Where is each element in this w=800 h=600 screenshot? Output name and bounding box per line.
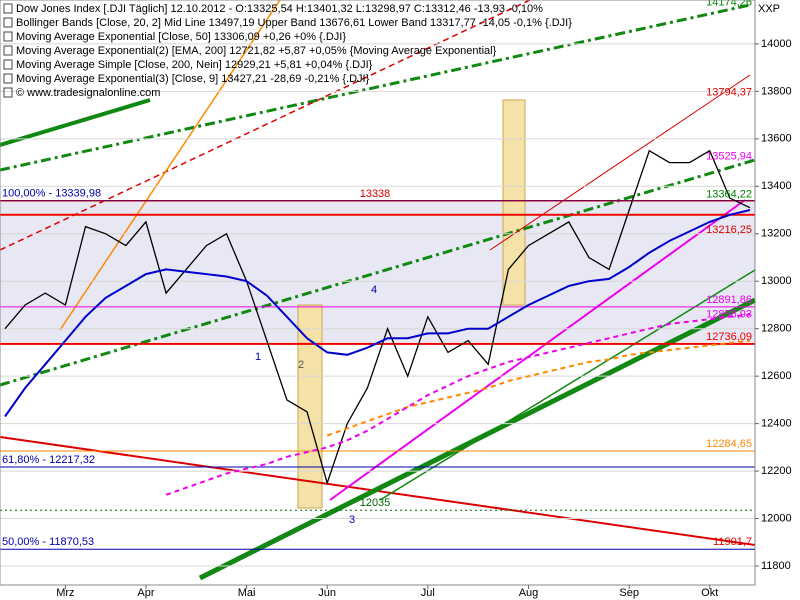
y-tick-label: 12800 xyxy=(761,323,792,335)
trend-line xyxy=(379,269,756,501)
price-label: 13364,22 xyxy=(706,189,752,201)
x-tick-label: Jul xyxy=(421,587,435,599)
header-line: © www.tradesignalonline.com xyxy=(16,87,160,99)
y-tick-label: 13200 xyxy=(761,228,792,240)
wave-label: 2 xyxy=(298,359,304,371)
header-icon xyxy=(3,87,13,98)
price-label: 11901,7 xyxy=(713,536,752,548)
price-label: 12858,93 xyxy=(706,309,752,321)
header-line: Dow Jones Index [.DJI Täglich] 12.10.201… xyxy=(16,3,543,15)
price-label: 13216,25 xyxy=(706,224,752,236)
y-tick-label: 13400 xyxy=(761,180,792,192)
price-label: 14174,26 xyxy=(706,0,752,8)
y-tick-label: 12600 xyxy=(761,370,792,382)
series-line xyxy=(165,313,751,496)
x-tick-label: Sep xyxy=(619,587,639,599)
trend-line xyxy=(329,199,746,501)
y-tick-label: 13600 xyxy=(761,133,792,145)
level-label: 13338 xyxy=(360,188,391,200)
price-label: 13794,37 xyxy=(706,87,752,99)
plot: 100,00% - 13339,98 13338 12891,86 12736,09 1… xyxy=(0,0,755,567)
x-tick-label: Mrz xyxy=(56,587,74,599)
corner-label: XXP xyxy=(758,3,780,15)
level-label: 12035 xyxy=(360,497,391,509)
y-tick-label: 12400 xyxy=(761,418,792,430)
plot-border xyxy=(0,0,756,586)
header-icon xyxy=(3,45,13,56)
y-tick-label: 13000 xyxy=(761,275,792,287)
series-line xyxy=(4,209,751,418)
trend-line xyxy=(489,74,751,251)
x-tick-label: Apr xyxy=(137,587,154,599)
header-line: Moving Average Exponential(2) [EMA, 200]… xyxy=(16,45,497,57)
level-label: 61,80% - 12217,32 xyxy=(2,454,95,466)
y-tick-label: 12200 xyxy=(761,465,792,477)
y-tick-label: 13800 xyxy=(761,85,792,97)
trend-line xyxy=(198,297,757,581)
header-icon xyxy=(3,73,13,84)
header-line: Moving Average Exponential [Close, 50] 1… xyxy=(16,31,346,43)
x-tick-label: Aug xyxy=(519,587,539,599)
x-tick-label: Mai xyxy=(238,587,256,599)
level-label: 12736,09 xyxy=(706,331,752,343)
header-line: Moving Average Exponential(3) [Close, 9]… xyxy=(16,73,370,85)
y-tick-label: 12000 xyxy=(761,512,792,524)
x-tick-label: Okt xyxy=(701,587,718,599)
highlight xyxy=(502,99,526,306)
header-icon xyxy=(3,17,13,28)
trend-lines xyxy=(0,0,757,581)
y-tick-label: 14000 xyxy=(761,38,792,50)
level-label: 12284,65 xyxy=(706,438,752,450)
wave-label: 1 xyxy=(255,351,261,363)
wave-label: 3 xyxy=(349,514,355,526)
header-line: Bollinger Bands [Close, 20, 2] Mid Line … xyxy=(16,17,572,29)
level-label: 100,00% - 13339,98 xyxy=(2,187,101,199)
header-icon xyxy=(3,59,13,70)
trend-line xyxy=(59,0,281,331)
level-label: 50,00% - 11870,53 xyxy=(2,536,94,548)
highlight xyxy=(297,304,323,509)
header-icon xyxy=(3,3,13,14)
header-icon xyxy=(3,31,13,42)
trend-line xyxy=(0,158,756,387)
series-line xyxy=(326,339,751,437)
wave-label: 4 xyxy=(371,284,377,296)
price-label: 13525,94 xyxy=(706,150,752,162)
series-line xyxy=(4,149,751,486)
y-tick-label: 11800 xyxy=(761,560,791,572)
level-label: 12891,86 xyxy=(706,294,752,306)
header-line: Moving Average Simple [Close, 200, Nein]… xyxy=(16,59,373,71)
trend-line xyxy=(0,0,531,251)
trend-line xyxy=(0,3,751,172)
x-tick-label: Jun xyxy=(318,587,336,599)
trend-line xyxy=(0,98,151,147)
